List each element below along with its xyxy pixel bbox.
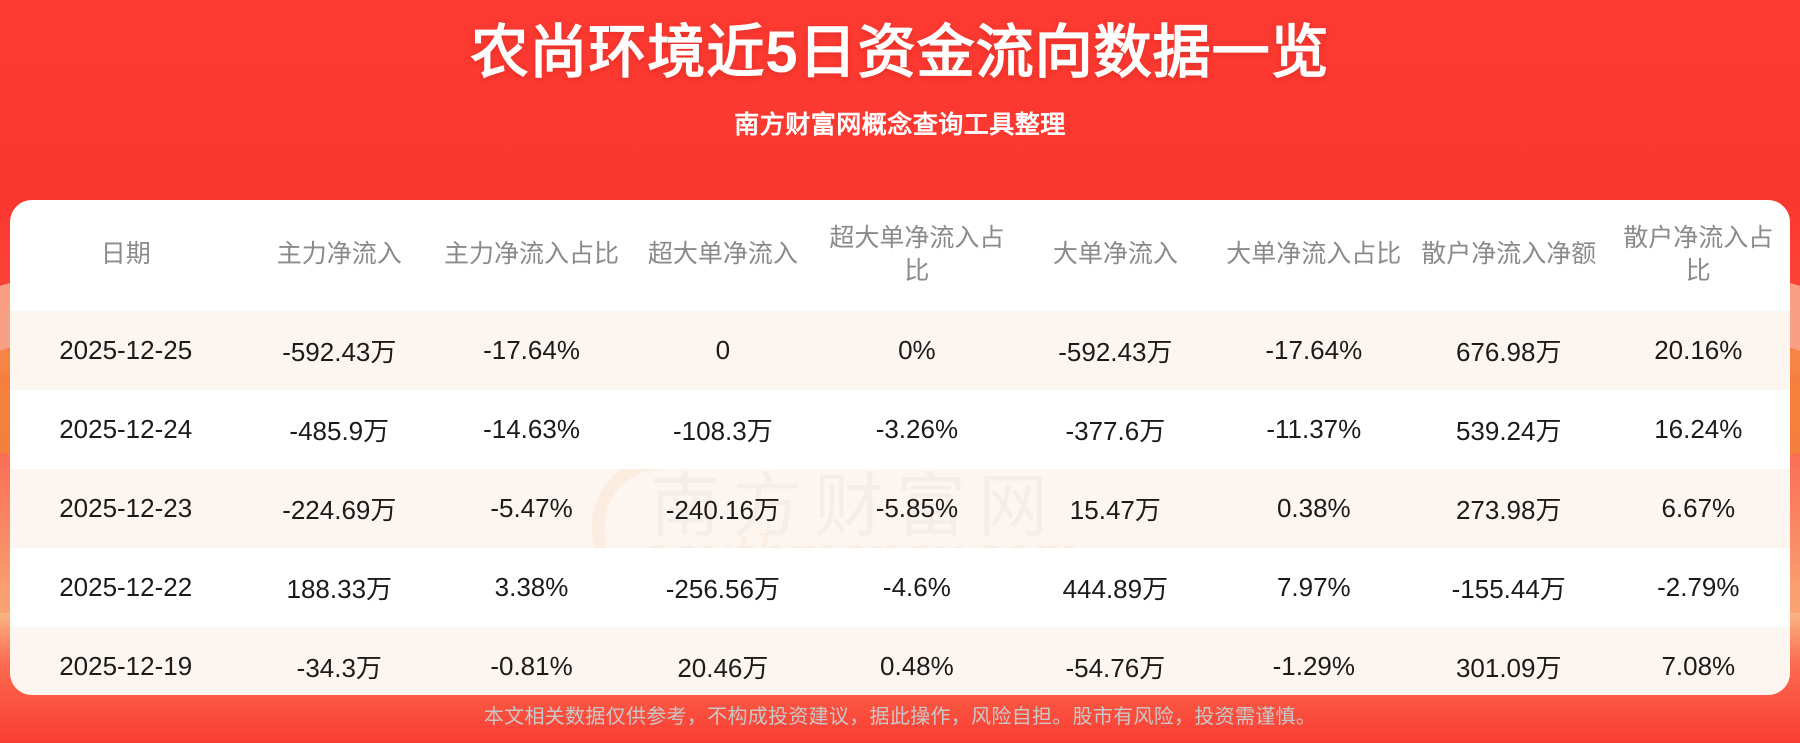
cell-retail-pct: -2.79% (1606, 548, 1790, 627)
column-header-main-net: 主力净流入 (276, 240, 402, 269)
cell-xl-net: -256.56万 (625, 548, 820, 627)
column-header-xl-pct: 超大单净流入占比 (829, 224, 1005, 285)
table-row: 2025-12-22 188.33万 3.38% -256.56万 -4.6% … (10, 548, 1790, 627)
cell-retail-net: 676.98万 (1410, 311, 1607, 390)
cell-main-net: -34.3万 (241, 627, 438, 695)
cell-retail-net: 539.24万 (1410, 390, 1607, 469)
cell-xl-pct: -5.85% (819, 469, 1014, 548)
cell-main-pct: 3.38% (437, 548, 626, 627)
cell-main-pct: -17.64% (437, 311, 626, 390)
cell-retail-pct: 16.24% (1606, 390, 1790, 469)
cell-main-net: 188.33万 (241, 548, 438, 627)
column-header-date: 日期 (100, 240, 151, 269)
cell-main-pct: -5.47% (437, 469, 626, 548)
cell-retail-net: -155.44万 (1410, 548, 1607, 627)
table-row: 2025-12-19 -34.3万 -0.81% 20.46万 0.48% -5… (10, 627, 1790, 695)
cell-date: 2025-12-19 (10, 627, 242, 695)
column-header-xl-net: 超大单净流入 (647, 240, 798, 269)
cell-date: 2025-12-23 (10, 469, 242, 548)
cell-date: 2025-12-22 (10, 548, 242, 627)
column-header-main-pct: 主力净流入占比 (444, 240, 620, 269)
table-header: 日期 主力净流入 主力净流入占比 超大单净流入 超大单净流入占比 大单净流入 大… (10, 200, 1790, 311)
cell-xl-pct: -3.26% (819, 390, 1014, 469)
table-row: 2025-12-23 -224.69万 -5.47% -240.16万 -5.8… (10, 469, 1790, 548)
cell-lg-pct: 0.38% (1216, 469, 1411, 548)
page-header: 农尚环境近5日资金流向数据一览 南方财富网概念查询工具整理 (0, 0, 1800, 141)
column-header-lg-pct: 大单净流入占比 (1226, 240, 1402, 269)
cell-retail-net: 301.09万 (1410, 627, 1607, 695)
data-table-card: 南方财富网 southmoney.com 日期 主力净流入 主力净流入占比 超大… (10, 200, 1790, 695)
cell-lg-pct: 7.97% (1216, 548, 1411, 627)
cell-xl-pct: -4.6% (819, 548, 1014, 627)
cell-xl-net: 0 (625, 311, 820, 390)
cell-date: 2025-12-24 (10, 390, 242, 469)
cell-xl-net: -108.3万 (625, 390, 820, 469)
table-header-row: 日期 主力净流入 主力净流入占比 超大单净流入 超大单净流入占比 大单净流入 大… (10, 200, 1790, 311)
disclaimer: 本文相关数据仅供参考，不构成投资建议，据此操作，风险自担。股市有风险，投资需谨慎… (483, 706, 1317, 728)
cell-lg-net: -592.43万 (1013, 311, 1217, 390)
cell-lg-net: -54.76万 (1013, 627, 1217, 695)
cell-retail-pct: 20.16% (1606, 311, 1790, 390)
cell-xl-net: 20.46万 (625, 627, 820, 695)
cell-date: 2025-12-25 (10, 311, 242, 390)
cell-lg-net: -377.6万 (1013, 390, 1217, 469)
cell-retail-net: 273.98万 (1410, 469, 1607, 548)
page-subtitle: 南方财富网概念查询工具整理 (734, 110, 1066, 139)
cell-xl-pct: 0% (819, 311, 1014, 390)
cell-lg-pct: -11.37% (1216, 390, 1411, 469)
cell-main-pct: -0.81% (437, 627, 626, 695)
cell-lg-net: 15.47万 (1013, 469, 1217, 548)
cell-xl-net: -240.16万 (625, 469, 820, 548)
cell-xl-pct: 0.48% (819, 627, 1014, 695)
cell-retail-pct: 6.67% (1606, 469, 1790, 548)
table-body: 2025-12-25 -592.43万 -17.64% 0 0% -592.43… (10, 311, 1790, 695)
cell-lg-net: 444.89万 (1013, 548, 1217, 627)
table-row: 2025-12-24 -485.9万 -14.63% -108.3万 -3.26… (10, 390, 1790, 469)
table-row: 2025-12-25 -592.43万 -17.64% 0 0% -592.43… (10, 311, 1790, 390)
cell-main-net: -485.9万 (241, 390, 438, 469)
cell-lg-pct: -1.29% (1216, 627, 1411, 695)
fund-flow-table: 日期 主力净流入 主力净流入占比 超大单净流入 超大单净流入占比 大单净流入 大… (10, 200, 1790, 695)
page-title: 农尚环境近5日资金流向数据一览 (470, 20, 1330, 85)
cell-retail-pct: 7.08% (1606, 627, 1790, 695)
cell-main-net: -592.43万 (241, 311, 438, 390)
cell-lg-pct: -17.64% (1216, 311, 1411, 390)
cell-main-pct: -14.63% (437, 390, 626, 469)
cell-main-net: -224.69万 (241, 469, 438, 548)
column-header-retail-net: 散户净流入净额 (1421, 240, 1597, 269)
column-header-retail-pct: 散户净流入占比 (1623, 224, 1774, 285)
column-header-lg-net: 大单净流入 (1052, 240, 1178, 269)
